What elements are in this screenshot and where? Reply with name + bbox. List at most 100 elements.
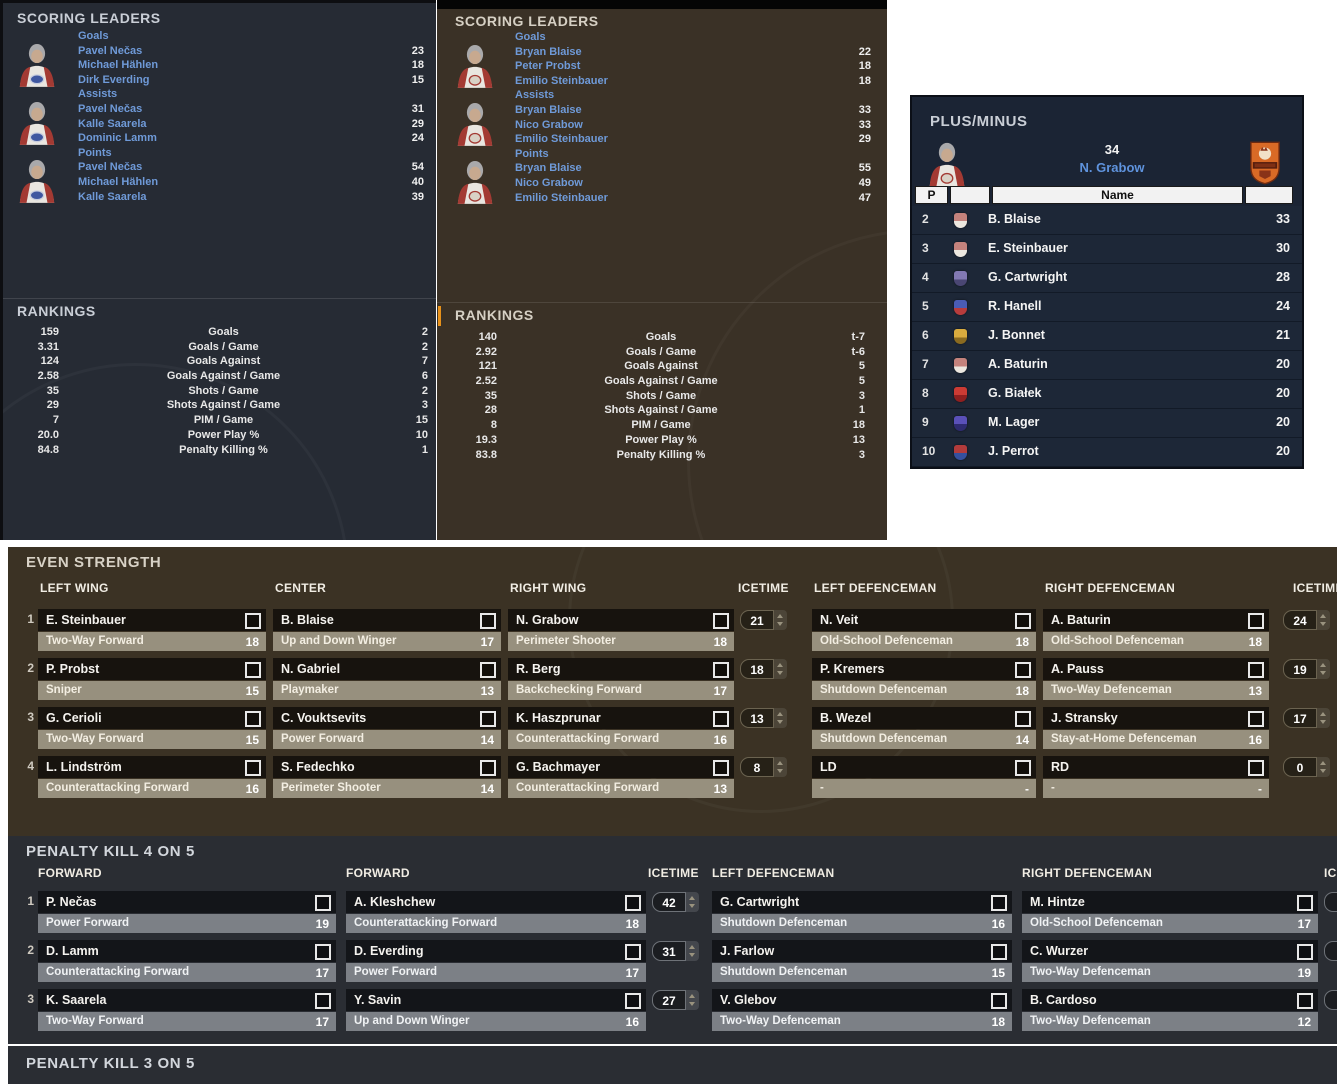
icetime-value[interactable]: 31	[652, 941, 686, 961]
icetime-spinner[interactable]	[686, 941, 699, 961]
player-slot[interactable]: LD	[812, 756, 1036, 778]
player-slot[interactable]: N. Grabow	[508, 609, 734, 631]
player-slot[interactable]: D. Everding	[346, 940, 646, 962]
icetime-value[interactable]	[1324, 892, 1337, 912]
player-slot[interactable]: M. Hintze	[1022, 891, 1318, 913]
select-checkbox[interactable]	[480, 613, 496, 629]
icetime-spinner[interactable]	[686, 892, 699, 912]
player-slot[interactable]: B. Blaise	[273, 609, 501, 631]
select-checkbox[interactable]	[625, 944, 641, 960]
player-link[interactable]: Kalle Saarela	[78, 190, 147, 203]
plus-minus-row[interactable]: 7 A. Baturin 20	[912, 351, 1302, 380]
icetime-value[interactable]: 24	[1283, 610, 1317, 630]
player-slot[interactable]: G. Cerioli	[38, 707, 266, 729]
icetime-spinner[interactable]	[1317, 757, 1330, 777]
select-checkbox[interactable]	[713, 760, 729, 776]
plus-minus-row[interactable]: 10 J. Perrot 20	[912, 438, 1302, 467]
player-link[interactable]: Pavel Nečas	[78, 161, 143, 174]
player-slot[interactable]: C. Wurzer	[1022, 940, 1318, 962]
player-slot[interactable]: A. Baturin	[1043, 609, 1269, 631]
select-checkbox[interactable]	[625, 993, 641, 1009]
select-checkbox[interactable]	[991, 895, 1007, 911]
player-link[interactable]: B. Blaise	[988, 212, 1041, 226]
player-link[interactable]: R. Hanell	[988, 299, 1042, 313]
select-checkbox[interactable]	[713, 711, 729, 727]
player-link[interactable]: Bryan Blaise	[515, 45, 582, 58]
icetime-spinner[interactable]	[1317, 659, 1330, 679]
player-slot[interactable]: R. Berg	[508, 658, 734, 680]
player-slot[interactable]: L. Lindström	[38, 756, 266, 778]
select-checkbox[interactable]	[245, 760, 261, 776]
select-checkbox[interactable]	[625, 895, 641, 911]
column-header-name[interactable]: Name	[992, 186, 1243, 204]
player-link[interactable]: Emilio Steinbauer	[515, 133, 608, 146]
select-checkbox[interactable]	[245, 711, 261, 727]
select-checkbox[interactable]	[480, 711, 496, 727]
player-link[interactable]: J. Perrot	[988, 444, 1039, 458]
player-link[interactable]: Nico Grabow	[515, 176, 583, 189]
player-slot[interactable]: C. Vouktsevits	[273, 707, 501, 729]
player-link[interactable]: Emilio Steinbauer	[515, 191, 608, 204]
icetime-value[interactable]	[1324, 990, 1337, 1010]
player-link[interactable]: Michael Hählen	[78, 59, 159, 72]
player-link[interactable]: A. Baturin	[988, 357, 1048, 371]
player-slot[interactable]: N. Gabriel	[273, 658, 501, 680]
icetime-value[interactable]: 17	[1283, 708, 1317, 728]
player-link[interactable]: Emilio Steinbauer	[515, 74, 608, 87]
player-link[interactable]: Bryan Blaise	[515, 103, 582, 116]
plus-minus-row[interactable]: 3 E. Steinbauer 30	[912, 235, 1302, 264]
icetime-value[interactable]: 19	[1283, 659, 1317, 679]
icetime-value[interactable]: 0	[1283, 757, 1317, 777]
player-slot[interactable]: S. Fedechko	[273, 756, 501, 778]
player-slot[interactable]: J. Stransky	[1043, 707, 1269, 729]
select-checkbox[interactable]	[713, 613, 729, 629]
select-checkbox[interactable]	[1297, 895, 1313, 911]
column-header-p[interactable]: P	[915, 186, 948, 204]
icetime-spinner[interactable]	[1317, 610, 1330, 630]
player-link[interactable]: Pavel Nečas	[78, 102, 143, 115]
select-checkbox[interactable]	[315, 944, 331, 960]
player-link[interactable]: G. Cartwright	[988, 270, 1068, 284]
select-checkbox[interactable]	[1248, 662, 1264, 678]
player-link[interactable]: Michael Hählen	[78, 175, 159, 188]
player-slot[interactable]: K. Saarela	[38, 989, 336, 1011]
column-header-value[interactable]	[1245, 186, 1293, 204]
select-checkbox[interactable]	[1248, 613, 1264, 629]
icetime-value[interactable]	[1324, 941, 1337, 961]
plus-minus-row[interactable]: 6 J. Bonnet 21	[912, 322, 1302, 351]
player-slot[interactable]: P. Nečas	[38, 891, 336, 913]
select-checkbox[interactable]	[315, 895, 331, 911]
icetime-spinner[interactable]	[686, 990, 699, 1010]
select-checkbox[interactable]	[245, 662, 261, 678]
icetime-spinner[interactable]	[774, 757, 787, 777]
player-link[interactable]: G. Białek	[988, 386, 1042, 400]
icetime-spinner[interactable]	[774, 659, 787, 679]
featured-player-link[interactable]: N. Grabow	[1079, 160, 1145, 175]
icetime-spinner[interactable]	[774, 708, 787, 728]
select-checkbox[interactable]	[991, 944, 1007, 960]
select-checkbox[interactable]	[1015, 613, 1031, 629]
player-slot[interactable]: D. Lamm	[38, 940, 336, 962]
select-checkbox[interactable]	[1248, 711, 1264, 727]
icetime-value[interactable]: 13	[740, 708, 774, 728]
icetime-spinner[interactable]	[774, 610, 787, 630]
player-link[interactable]: J. Bonnet	[988, 328, 1045, 342]
player-slot[interactable]: A. Pauss	[1043, 658, 1269, 680]
icetime-value[interactable]: 8	[740, 757, 774, 777]
player-slot[interactable]: J. Farlow	[712, 940, 1012, 962]
select-checkbox[interactable]	[480, 662, 496, 678]
player-link[interactable]: Peter Probst	[515, 60, 581, 73]
player-link[interactable]: Dominic Lamm	[78, 132, 157, 145]
icetime-value[interactable]: 42	[652, 892, 686, 912]
select-checkbox[interactable]	[1015, 760, 1031, 776]
player-slot[interactable]: A. Kleshchew	[346, 891, 646, 913]
player-slot[interactable]: B. Cardoso	[1022, 989, 1318, 1011]
player-slot[interactable]: B. Wezel	[812, 707, 1036, 729]
select-checkbox[interactable]	[315, 993, 331, 1009]
player-link[interactable]: M. Lager	[988, 415, 1040, 429]
player-slot[interactable]: P. Kremers	[812, 658, 1036, 680]
player-link[interactable]: Bryan Blaise	[515, 162, 582, 175]
plus-minus-row[interactable]: 8 G. Białek 20	[912, 380, 1302, 409]
player-link[interactable]: Nico Grabow	[515, 118, 583, 131]
player-slot[interactable]: Y. Savin	[346, 989, 646, 1011]
